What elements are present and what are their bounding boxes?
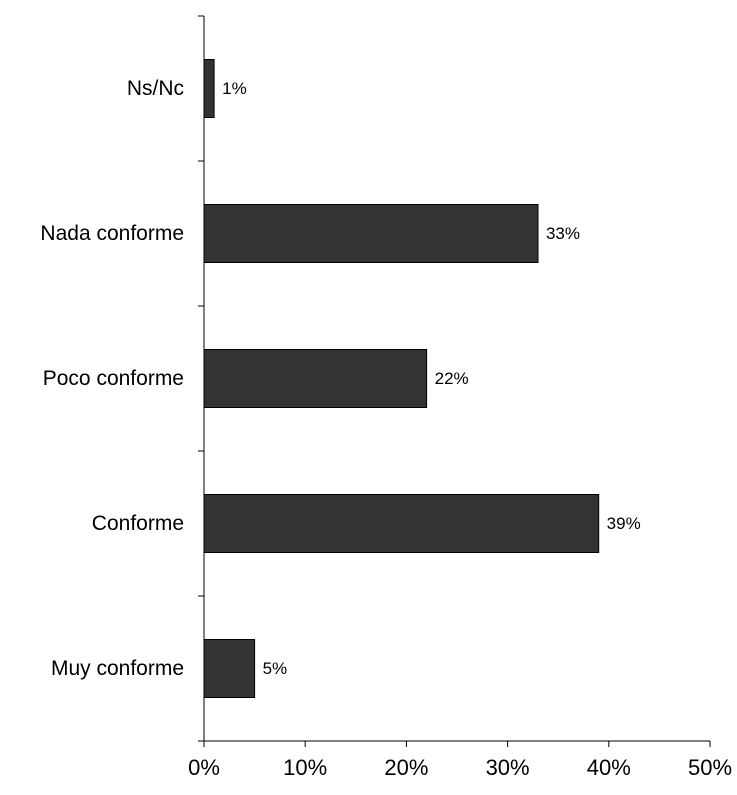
x-tick-label: 30% <box>486 755 530 780</box>
data-label: 39% <box>607 514 641 533</box>
data-label: 5% <box>263 659 288 678</box>
category-label: Nada conforme <box>40 222 184 245</box>
category-label: Poco conforme <box>43 367 184 390</box>
bar <box>203 204 539 263</box>
bar <box>203 349 428 408</box>
x-tick-label: 0% <box>188 755 220 780</box>
x-tick-label: 20% <box>384 755 428 780</box>
bars-layer <box>203 59 600 698</box>
data-label: 22% <box>435 369 469 388</box>
bar <box>203 639 256 698</box>
x-tick-label: 40% <box>587 755 631 780</box>
category-label: Conforme <box>92 512 184 535</box>
labels-layer: Ns/Nc 1% Nada conforme 33% Poco conforme 22% C… <box>40 77 732 780</box>
bar <box>203 494 600 553</box>
data-label: 1% <box>222 79 247 98</box>
axes-layer <box>198 15 711 747</box>
category-label: Ns/Nc <box>127 77 184 100</box>
x-tick-label: 10% <box>283 755 327 780</box>
bar <box>203 59 215 118</box>
x-tick-label: 50% <box>688 755 732 780</box>
data-label: 33% <box>546 224 580 243</box>
category-label: Muy conforme <box>51 657 184 680</box>
